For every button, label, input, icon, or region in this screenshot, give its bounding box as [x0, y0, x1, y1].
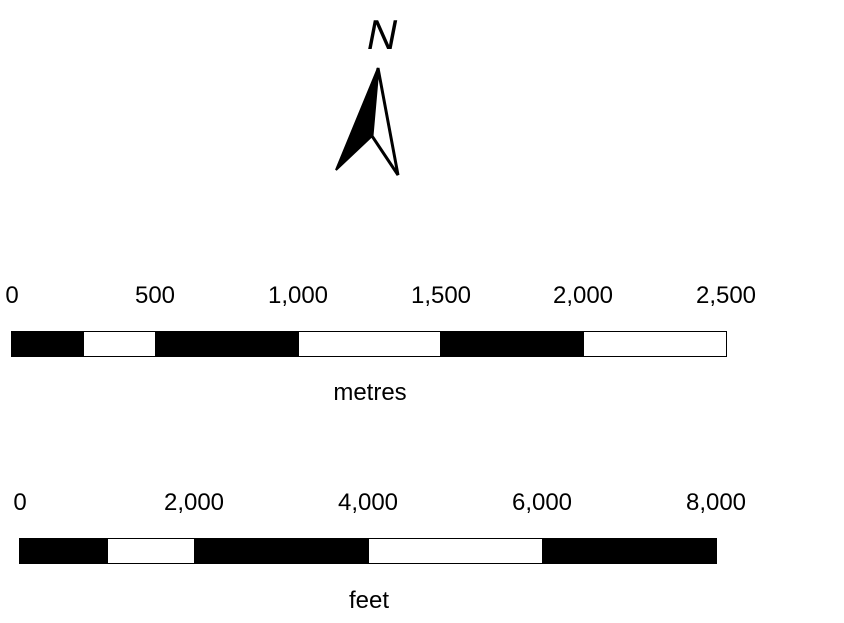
feet-unit-label: feet	[348, 587, 390, 614]
scale-segment	[154, 332, 298, 356]
feet-tick-label: 6,000	[511, 489, 573, 516]
metres-unit-label: metres	[333, 379, 407, 406]
scale-bar-feet	[19, 538, 717, 564]
feet-tick-label: 4,000	[337, 489, 399, 516]
north-arrow-icon	[335, 67, 400, 176]
metres-tick-label: 1,000	[267, 282, 329, 309]
scale-segment	[440, 332, 584, 356]
scale-segment	[107, 539, 194, 563]
metres-tick-label: 2,000	[552, 282, 614, 309]
feet-tick-label: 2,000	[163, 489, 225, 516]
metres-tick-label: 2,500	[695, 282, 757, 309]
feet-tick-label: 8,000	[685, 489, 747, 516]
scale-segment	[194, 539, 368, 563]
scale-segment	[12, 332, 84, 356]
feet-tick-label: 0	[13, 489, 27, 516]
metres-tick-label: 500	[134, 282, 176, 309]
scale-segment	[83, 332, 155, 356]
scale-segment	[20, 539, 107, 563]
scale-segment	[542, 539, 716, 563]
scale-segment	[583, 332, 726, 356]
metres-tick-label: 0	[5, 282, 19, 309]
north-label: N	[366, 11, 398, 58]
metres-tick-label: 1,500	[410, 282, 472, 309]
scale-bar-metres	[11, 331, 727, 357]
scale-segment	[297, 332, 441, 356]
scale-segment	[368, 539, 542, 563]
